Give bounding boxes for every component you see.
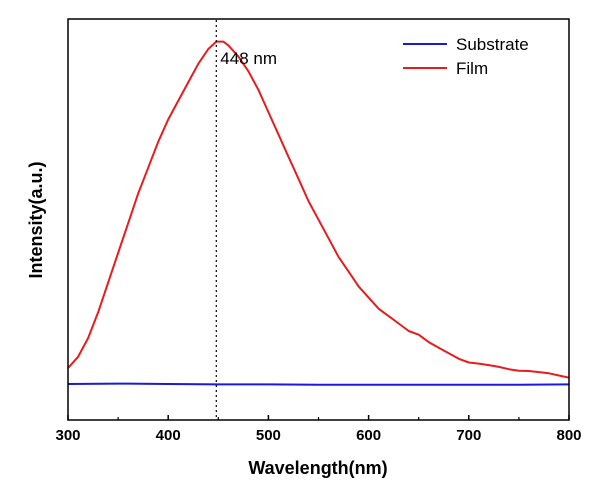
legend-label-substrate: Substrate <box>456 35 529 54</box>
x-tick-label: 400 <box>156 427 181 444</box>
series-line-film <box>67 40 570 379</box>
x-tick-label: 600 <box>356 427 381 444</box>
y-axis-label: Intensity(a.u.) <box>26 161 46 278</box>
x-axis-ticks: 300 400 500 600 700 800 <box>55 415 582 444</box>
x-tick-label: 300 <box>55 427 80 444</box>
x-tick-label: 800 <box>556 427 581 444</box>
peak-annotation: 448 nm <box>220 49 277 68</box>
legend-label-film: Film <box>456 59 488 78</box>
x-tick-label: 700 <box>456 427 481 444</box>
x-tick-label: 500 <box>256 427 281 444</box>
x-axis-label: Wavelength(nm) <box>248 458 387 478</box>
series-line-substrate <box>67 382 570 386</box>
legend: Substrate Film <box>403 35 529 78</box>
plot-lines <box>67 40 570 386</box>
